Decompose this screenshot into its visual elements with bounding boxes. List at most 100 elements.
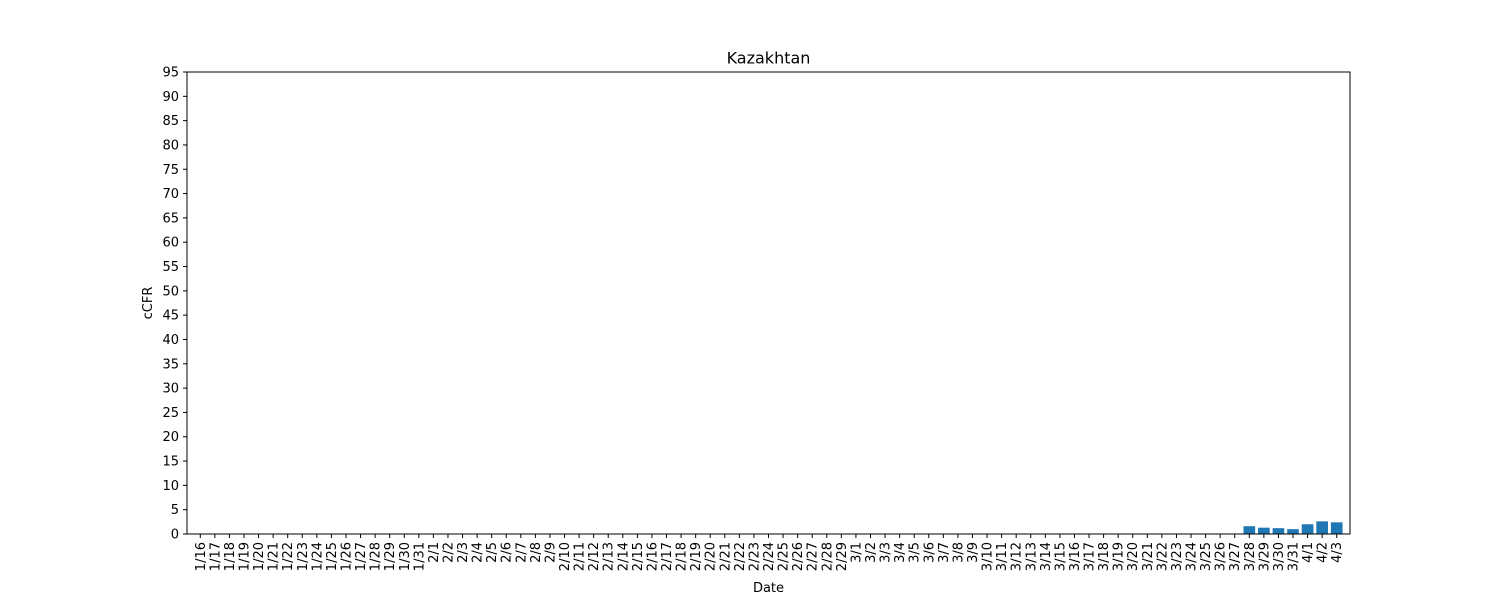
- x-tick-label: 3/1: [849, 542, 864, 563]
- x-tick-label: 2/6: [500, 542, 515, 563]
- x-tick-label: 2/1: [427, 542, 442, 563]
- x-tick-label: 3/15: [1053, 542, 1068, 571]
- x-tick-label: 1/19: [237, 542, 252, 571]
- x-tick-label: 1/30: [398, 542, 413, 571]
- bars: [1243, 521, 1343, 534]
- x-tick-label: 2/24: [762, 542, 777, 571]
- bar: [1330, 522, 1343, 534]
- x-tick-label: 1/23: [296, 542, 311, 571]
- x-tick-label: 3/31: [1287, 542, 1302, 571]
- x-tick-label: 1/18: [223, 542, 238, 571]
- x-tick-label: 3/19: [1112, 542, 1127, 571]
- x-tick-label: 3/2: [864, 542, 879, 563]
- y-tick-label: 50: [162, 284, 179, 299]
- x-tick-label: 2/8: [529, 542, 544, 563]
- y-tick-label: 95: [162, 66, 179, 81]
- x-tick-label: 2/12: [587, 542, 602, 571]
- plot-frame: [186, 71, 1351, 535]
- x-tick-label: 3/12: [1010, 542, 1025, 571]
- y-tick-label: 35: [162, 357, 179, 372]
- y-axis: 0 5 10 15 20 25 30 35 40 45 50 55 60 65 70 75 80 85 90 95: [162, 66, 187, 543]
- x-tick-label: 3/20: [1126, 542, 1141, 571]
- x-tick-label: 3/10: [981, 542, 996, 571]
- x-tick-label: 2/11: [573, 542, 588, 571]
- x-tick-label: 1/22: [281, 542, 296, 571]
- x-tick-label: 2/28: [820, 542, 835, 571]
- x-tick-label: 3/25: [1199, 542, 1214, 571]
- x-tick-label: 4/1: [1301, 542, 1316, 563]
- y-tick-label: 45: [162, 309, 179, 324]
- x-tick-label: 2/14: [616, 542, 631, 571]
- x-tick-label: 1/16: [194, 542, 209, 571]
- x-tick-label: 2/29: [835, 542, 850, 571]
- x-tick-label: 2/23: [747, 542, 762, 571]
- x-tick-label: 4/2: [1316, 542, 1331, 563]
- x-tick-label: 1/31: [412, 542, 427, 571]
- x-tick-label: 3/8: [951, 542, 966, 563]
- x-tick-label: 3/14: [1039, 542, 1054, 571]
- x-tick-label: 1/27: [354, 542, 369, 571]
- x-tick-label: 2/15: [631, 542, 646, 571]
- x-tick-label: 4/3: [1330, 542, 1345, 563]
- x-tick-label: 3/11: [995, 542, 1010, 571]
- x-tick-label: 3/18: [1097, 542, 1112, 571]
- x-tick-label: 2/9: [543, 542, 558, 563]
- x-tick-label: 2/27: [806, 542, 821, 571]
- x-tick-label: 3/27: [1228, 542, 1243, 571]
- y-axis-label: cCFR: [141, 287, 156, 320]
- x-tick-label: 2/2: [441, 542, 456, 563]
- x-tick-label: 1/28: [369, 542, 384, 571]
- x-tick-label: 3/28: [1243, 542, 1258, 571]
- y-tick-label: 20: [162, 430, 179, 445]
- x-tick-label: 3/22: [1155, 542, 1170, 571]
- bar: [1258, 527, 1270, 534]
- y-tick-label: 65: [162, 211, 179, 226]
- x-tick-label: 2/4: [471, 542, 486, 563]
- bar: [1301, 524, 1314, 534]
- x-tick-label: 2/25: [777, 542, 792, 571]
- y-tick-label: 5: [171, 503, 179, 518]
- x-axis-label: Date: [753, 581, 784, 596]
- x-tick-label: 3/21: [1141, 542, 1156, 571]
- y-tick-label: 85: [162, 114, 179, 129]
- y-tick-label: 70: [162, 187, 179, 202]
- x-tick-label: 2/13: [602, 542, 617, 571]
- x-tick-label: 2/3: [456, 542, 471, 563]
- x-tick-label: 1/24: [310, 542, 325, 571]
- x-tick-label: 1/21: [267, 542, 282, 571]
- y-tick-label: 60: [162, 236, 179, 251]
- bar: [1287, 529, 1299, 534]
- x-tick-label: 3/6: [922, 542, 937, 563]
- x-tick-label: 3/17: [1083, 542, 1098, 571]
- x-tick-label: 2/19: [689, 542, 704, 571]
- x-tick-label: 2/16: [645, 542, 660, 571]
- x-tick-label: 2/22: [733, 542, 748, 571]
- chart-title: Kazakhtan: [727, 49, 811, 68]
- x-tick-label: 3/23: [1170, 542, 1185, 571]
- x-tick-label: 3/24: [1185, 542, 1200, 571]
- x-axis: 1/16 1/17 1/18 1/19 1/20 1/21 1/22 1/23 1/24 1/25…: [194, 534, 1345, 571]
- y-tick-label: 0: [171, 528, 179, 543]
- bar: [1316, 521, 1328, 534]
- y-tick-label: 25: [162, 406, 179, 421]
- x-tick-label: 3/4: [893, 542, 908, 563]
- y-tick-label: 55: [162, 260, 179, 275]
- bar: [1243, 526, 1256, 534]
- x-tick-label: 2/7: [514, 542, 529, 563]
- x-tick-label: 2/5: [485, 542, 500, 563]
- x-tick-label: 2/18: [675, 542, 690, 571]
- y-tick-label: 10: [162, 479, 179, 494]
- x-tick-label: 3/3: [879, 542, 894, 563]
- x-tick-label: 1/29: [383, 542, 398, 571]
- x-tick-label: 1/17: [208, 542, 223, 571]
- x-tick-label: 1/20: [252, 542, 267, 571]
- x-tick-label: 3/26: [1214, 542, 1229, 571]
- x-tick-label: 1/25: [325, 542, 340, 571]
- y-tick-label: 80: [162, 138, 179, 153]
- x-tick-label: 3/29: [1257, 542, 1272, 571]
- x-tick-label: 3/7: [937, 542, 952, 563]
- x-tick-label: 2/26: [791, 542, 806, 571]
- x-tick-label: 2/10: [558, 542, 573, 571]
